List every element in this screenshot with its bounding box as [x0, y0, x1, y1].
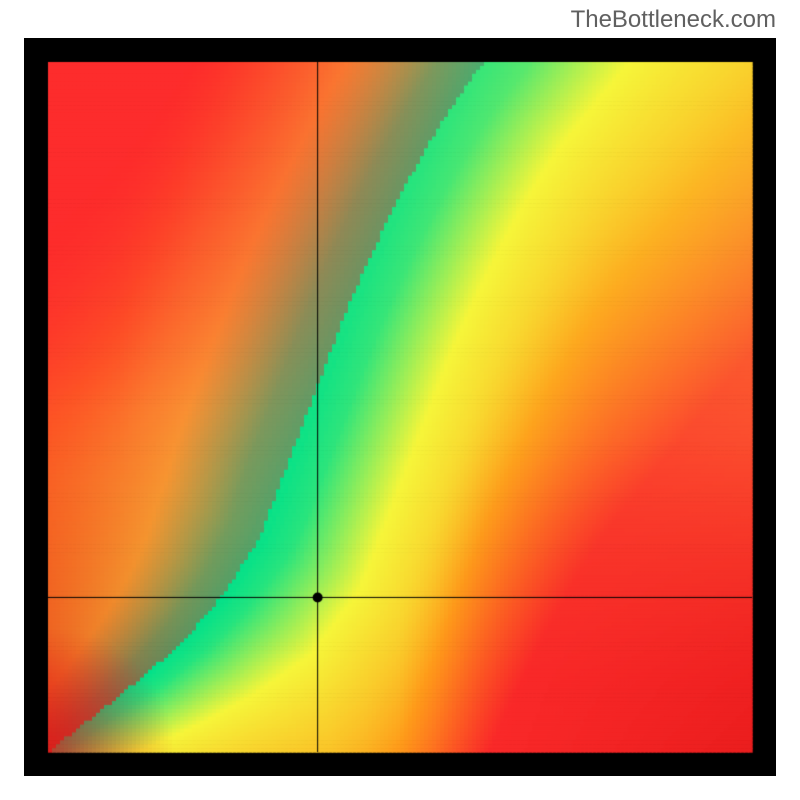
bottleneck-heatmap: [24, 38, 776, 776]
watermark-text: TheBottleneck.com: [571, 6, 776, 34]
heatmap-canvas: [24, 38, 776, 776]
